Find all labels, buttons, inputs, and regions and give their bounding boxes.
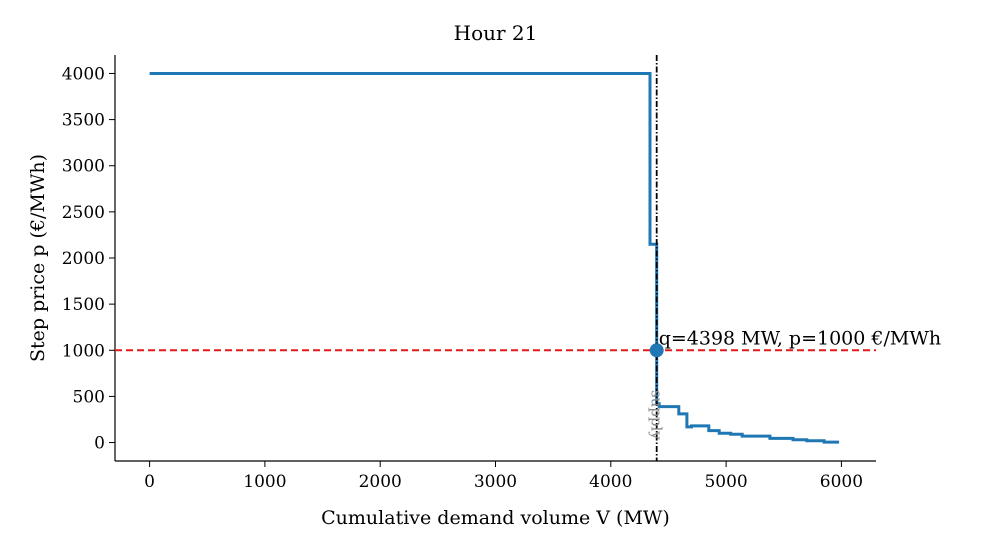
x-tick-label: 3000 [474,472,517,492]
x-axis-title: Cumulative demand volume V (MW) [321,507,670,529]
y-tick-label: 500 [73,387,105,407]
y-tick-label: 3000 [62,157,105,177]
y-tick-label: 2500 [62,203,105,223]
x-tick-label: 2000 [359,472,402,492]
x-tick-label: 5000 [704,472,747,492]
chart-title: Hour 21 [454,21,538,45]
x-tick-label: 1000 [243,472,286,492]
y-tick-label: 0 [94,434,105,454]
y-tick-label: 1000 [62,341,105,361]
demand-step-curve [149,72,840,444]
clearing-point-annotation: q=4398 MW, p=1000 €/MWh [659,327,941,349]
x-tick-label: 4000 [589,472,632,492]
supply-line-label: supply [648,390,666,440]
axes: 0 1000 2000 3000 4000 5000 6000 0 500 1000 1500 200… [62,55,876,492]
y-tick-label: 3500 [62,111,105,131]
plot-area: supply [115,55,876,461]
y-tick-label: 1500 [62,295,105,315]
x-tick-label: 6000 [820,472,863,492]
y-tick-label: 4000 [62,64,105,84]
y-axis-title: Step price p (€/MWh) [27,154,49,362]
x-tick-label: 0 [144,472,155,492]
clearing-point [649,343,664,358]
y-tick-label: 2000 [62,249,105,269]
